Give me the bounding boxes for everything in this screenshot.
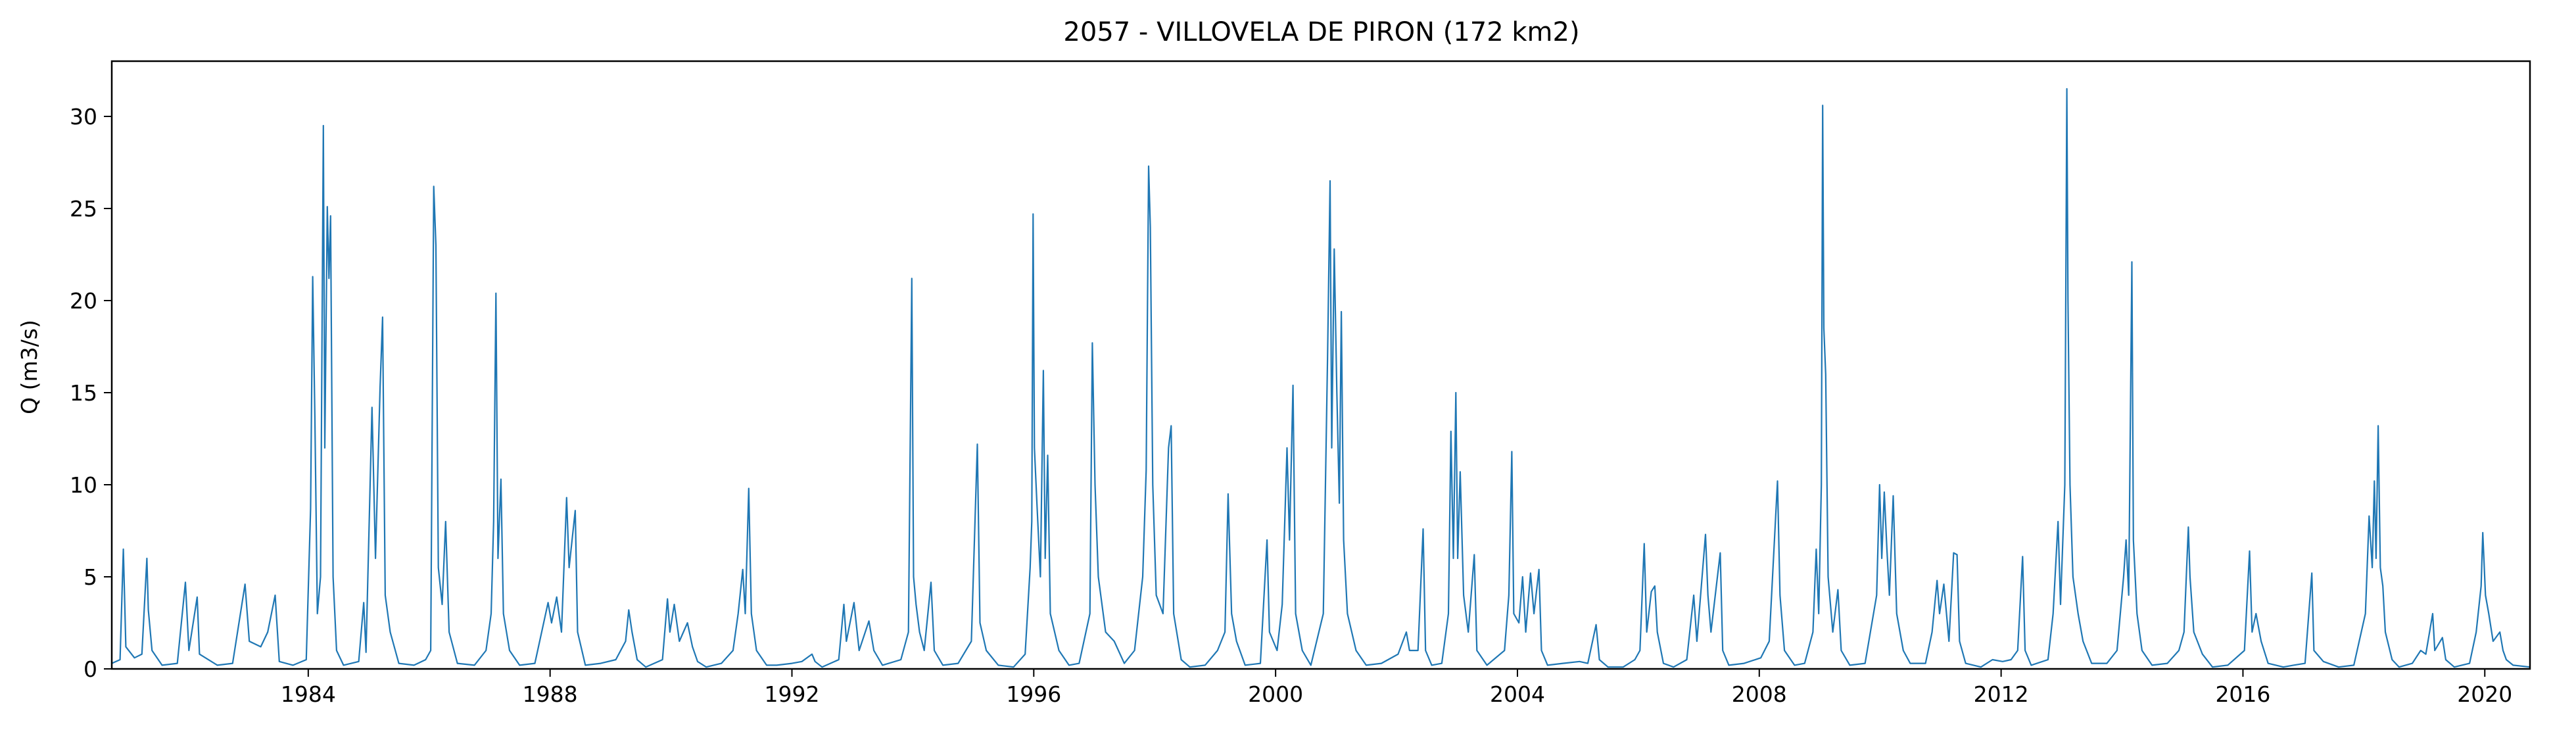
x-tick-label: 2004 (1490, 681, 1545, 707)
x-tick-label: 2016 (2215, 681, 2270, 707)
x-tick-label: 1984 (281, 681, 336, 707)
x-tick-label: 1988 (523, 681, 578, 707)
series-line-0 (111, 87, 2531, 668)
chart-title: 2057 - VILLOVELA DE PIRON (172 km2) (1063, 17, 1579, 47)
x-tick-label: 1992 (765, 681, 820, 707)
y-axis-label: Q (m3/s) (16, 320, 42, 414)
y-tick-label: 20 (70, 288, 97, 314)
x-tick-label: 2000 (1248, 681, 1303, 707)
x-tick-label: 2020 (2457, 681, 2512, 707)
y-tick-label: 25 (70, 196, 97, 222)
y-tick-label: 10 (70, 472, 97, 498)
y-tick-label: 15 (70, 380, 97, 406)
y-axis: 0 5 10 15 20 25 30 (70, 104, 112, 682)
series-layer (111, 87, 2531, 668)
x-tick-label: 2012 (1974, 681, 2029, 707)
y-tick-label: 5 (83, 564, 97, 590)
plot-frame (110, 60, 2531, 670)
x-tick-label: 1996 (1006, 681, 1061, 707)
y-tick-label: 30 (70, 104, 97, 130)
y-tick-label: 0 (83, 656, 97, 682)
x-tick-label: 2008 (1732, 681, 1787, 707)
x-axis: 1984 1988 1992 1996 2000 2004 2008 2012 2016 2020 (281, 669, 2512, 707)
